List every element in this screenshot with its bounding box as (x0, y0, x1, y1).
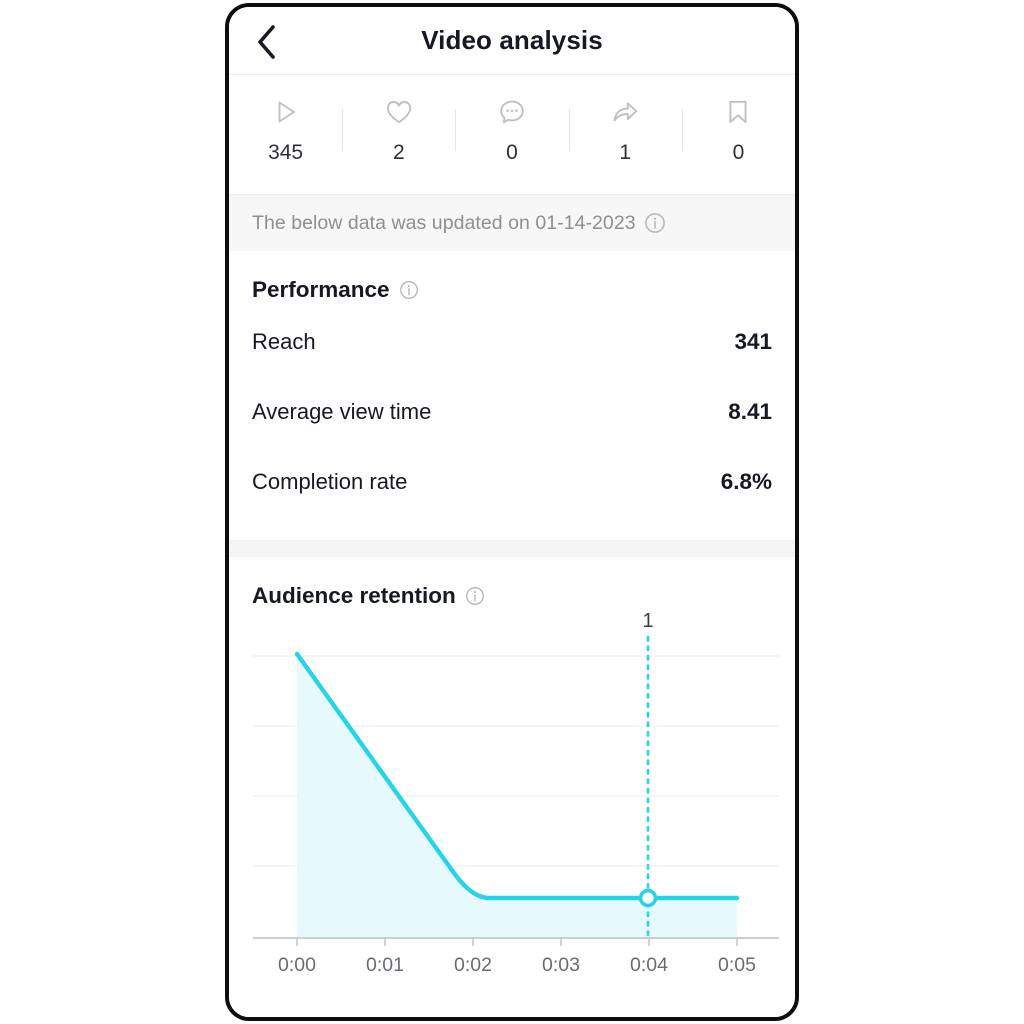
metric-label: Average view time (252, 399, 432, 424)
data-updated-text: The below data was updated on 01-14-2023 (252, 211, 636, 234)
metric-value: 341 (734, 329, 772, 354)
heart-icon (384, 95, 414, 129)
x-tick-label: 0:03 (542, 954, 580, 973)
x-tick-label: 0:01 (366, 954, 404, 973)
audience-retention-chart[interactable]: 1 0:00 0:01 0:02 0:03 0:04 0:05 (229, 613, 795, 973)
metric-label: Reach (252, 329, 316, 354)
x-tick-label: 0:04 (630, 954, 668, 973)
stat-favorites[interactable]: 0 (681, 95, 795, 165)
metric-row: Average view time 8.41 (252, 377, 772, 447)
stat-likes[interactable]: 2 (342, 95, 455, 165)
chart-x-tick-labels: 0:00 0:01 0:02 0:03 0:04 0:05 (278, 954, 756, 973)
comment-icon (497, 95, 527, 129)
info-icon[interactable] (465, 586, 485, 606)
chart-marker-label: 1 (642, 613, 653, 632)
info-icon[interactable] (399, 280, 419, 300)
audience-retention-section: Audience retention (229, 557, 795, 613)
section-title: Performance (252, 277, 390, 302)
audience-retention-heading-row: Audience retention (252, 557, 772, 613)
stat-value: 2 (392, 141, 405, 164)
info-icon[interactable] (644, 212, 666, 234)
stat-plays[interactable]: 345 (229, 95, 342, 165)
app-header: Video analysis (229, 7, 795, 75)
metric-row: Reach 341 (252, 307, 772, 377)
performance-section: Performance Reach 341 Average view time (229, 251, 795, 540)
stat-value: 345 (268, 141, 304, 164)
chart-area-fill (297, 654, 737, 938)
page-title: Video analysis (421, 25, 603, 55)
stat-value: 0 (506, 141, 518, 164)
app-screen: Video analysis 345 (229, 7, 795, 1017)
chevron-left-icon (255, 24, 277, 60)
metric-label: Completion rate (252, 469, 408, 494)
metric-row: Completion rate 6.8% (252, 447, 772, 517)
performance-heading-row: Performance (252, 251, 772, 307)
x-tick-label: 0:00 (278, 954, 316, 973)
metric-value: 6.8% (720, 469, 772, 494)
back-button[interactable] (245, 21, 287, 63)
play-icon (271, 95, 301, 129)
share-icon (610, 95, 640, 129)
metric-value: 8.41 (728, 399, 772, 424)
bookmark-icon (723, 95, 753, 129)
stat-comments[interactable]: 0 (455, 95, 568, 165)
stat-value: 0 (732, 141, 745, 164)
chart-line (294, 651, 740, 901)
section-divider (229, 540, 795, 557)
bottom-spacer (229, 973, 795, 1007)
chart-marker-dot[interactable] (638, 888, 658, 908)
engagement-stats-bar: 345 2 (229, 75, 795, 195)
phone-frame: Video analysis 345 (225, 3, 799, 1021)
x-tick-label: 0:05 (718, 954, 756, 973)
stat-shares[interactable]: 1 (568, 95, 682, 165)
chart-x-ticks (296, 938, 738, 946)
section-title: Audience retention (252, 583, 456, 608)
stat-value: 1 (619, 141, 632, 164)
data-updated-banner: The below data was updated on 01-14-2023 (229, 195, 795, 251)
x-tick-label: 0:02 (454, 954, 492, 973)
retention-chart-svg: 1 0:00 0:01 0:02 0:03 0:04 0:05 (253, 613, 779, 973)
